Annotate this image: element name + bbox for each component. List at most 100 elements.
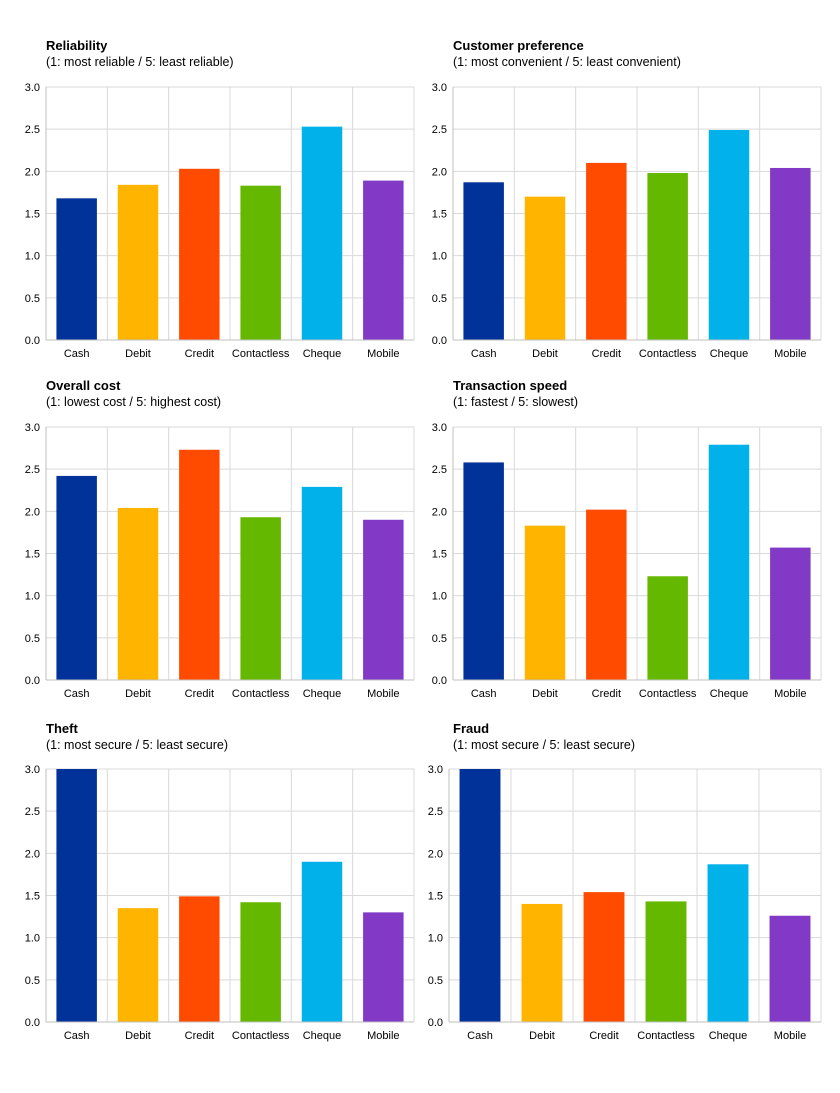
chart-4-ytick-label: 1.5 [432, 549, 447, 561]
chart-3-category-label: Credit [185, 688, 214, 700]
chart-5-category-label: Cheque [303, 1030, 342, 1042]
chart-6-ytick-label: 0.5 [428, 975, 443, 987]
chart-panel-5: Theft (1: most secure / 5: least secure) 0… [25, 721, 415, 1042]
chart-panel-1: Reliability (1: most reliable / 5: least … [25, 38, 415, 360]
chart-5-ytick-label: 3.0 [25, 764, 40, 776]
chart-6-category-label: Contactless [637, 1030, 695, 1042]
chart-2-ytick-label: 1.5 [432, 209, 447, 221]
chart-5-ytick-label: 1.0 [25, 933, 40, 945]
chart-6-category-label: Cash [467, 1030, 493, 1042]
chart-5-category-label: Contactless [232, 1030, 290, 1042]
chart-2-ytick-label: 3.0 [432, 82, 447, 94]
chart-4-ytick-label: 2.5 [432, 464, 447, 476]
chart-5-bar-cash [56, 769, 97, 1022]
chart-1-category-label: Debit [125, 348, 151, 360]
chart-4-bar-debit [524, 525, 566, 680]
chart-6-category-label: Mobile [774, 1030, 806, 1042]
chart-1-ytick-label: 2.5 [25, 124, 40, 136]
chart-6-title: Fraud [453, 721, 489, 736]
chart-1-category-label: Cheque [303, 348, 342, 360]
chart-panel-6: Fraud (1: most secure / 5: least secure) 0… [428, 721, 822, 1042]
chart-1-title: Reliability [46, 38, 108, 53]
chart-4-title: Transaction speed [453, 378, 567, 393]
chart-4-ytick-label: 0.5 [432, 633, 447, 645]
chart-2-ytick-label: 0.5 [432, 293, 447, 305]
chart-6-ytick-label: 1.0 [428, 933, 443, 945]
chart-3-category-label: Debit [125, 688, 151, 700]
chart-5-ytick-label: 2.0 [25, 848, 40, 860]
chart-1-category-label: Cash [64, 348, 90, 360]
chart-2-category-label: Mobile [774, 348, 806, 360]
chart-1-ytick-label: 3.0 [25, 82, 40, 94]
chart-5-ytick-label: 0.0 [25, 1017, 40, 1029]
chart-3-ytick-label: 2.0 [25, 506, 40, 518]
chart-3-category-label: Contactless [232, 688, 290, 700]
chart-3-bar-cash [56, 475, 97, 680]
chart-6-bar-contactless [645, 901, 687, 1022]
chart-6-ytick-label: 0.0 [428, 1017, 443, 1029]
chart-4-bar-cheque [708, 444, 750, 680]
chart-6-ytick-label: 2.0 [428, 848, 443, 860]
chart-5-bar-mobile [363, 912, 404, 1022]
chart-5-category-label: Mobile [367, 1030, 399, 1042]
chart-4-category-label: Contactless [639, 688, 697, 700]
chart-1-ytick-label: 0.0 [25, 335, 40, 347]
chart-4-ytick-label: 0.0 [432, 675, 447, 687]
chart-panel-4: Transaction speed (1: fastest / 5: slowes… [432, 378, 822, 700]
chart-4-category-label: Cheque [710, 688, 749, 700]
chart-6-category-label: Credit [589, 1030, 618, 1042]
chart-3-ytick-label: 3.0 [25, 422, 40, 434]
chart-4-ytick-label: 1.0 [432, 591, 447, 603]
chart-1-bar-contactless [240, 185, 281, 340]
chart-2-title: Customer preference [453, 38, 584, 53]
chart-4-category-label: Mobile [774, 688, 806, 700]
chart-5-bar-debit [117, 908, 159, 1022]
chart-5-ytick-label: 1.5 [25, 891, 40, 903]
chart-6-bar-credit [583, 892, 625, 1022]
chart-4-category-label: Debit [532, 688, 558, 700]
chart-2-bar-cheque [708, 130, 750, 340]
chart-3-category-label: Cash [64, 688, 90, 700]
chart-6-ytick-label: 2.5 [428, 806, 443, 818]
chart-1-ytick-label: 0.5 [25, 293, 40, 305]
chart-2-subtitle: (1: most convenient / 5: least convenien… [453, 55, 681, 69]
chart-5-bar-credit [179, 896, 220, 1022]
chart-6-subtitle: (1: most secure / 5: least secure) [453, 738, 635, 752]
chart-2-category-label: Debit [532, 348, 558, 360]
chart-3-bar-cheque [301, 486, 343, 680]
chart-2-bar-contactless [647, 173, 688, 340]
chart-3-category-label: Cheque [303, 688, 342, 700]
chart-2-category-label: Cash [471, 348, 497, 360]
chart-3-title: Overall cost [46, 378, 121, 393]
chart-2-bar-debit [524, 196, 566, 340]
chart-3-bar-mobile [363, 519, 404, 680]
chart-6-ytick-label: 1.5 [428, 891, 443, 903]
chart-5-bar-cheque [301, 861, 343, 1022]
chart-5-ytick-label: 0.5 [25, 975, 40, 987]
chart-3-ytick-label: 2.5 [25, 464, 40, 476]
chart-2-ytick-label: 0.0 [432, 335, 447, 347]
chart-4-category-label: Credit [592, 688, 621, 700]
chart-2-category-label: Contactless [639, 348, 697, 360]
chart-3-ytick-label: 1.0 [25, 591, 40, 603]
chart-3-ytick-label: 0.5 [25, 633, 40, 645]
chart-4-subtitle: (1: fastest / 5: slowest) [453, 395, 578, 409]
chart-1-ytick-label: 1.5 [25, 209, 40, 221]
chart-4-ytick-label: 3.0 [432, 422, 447, 434]
chart-panel-3: Overall cost (1: lowest cost / 5: highest… [25, 378, 415, 700]
chart-6-bar-cheque [707, 864, 749, 1022]
chart-4-bar-mobile [770, 547, 811, 680]
chart-6-ytick-label: 3.0 [428, 764, 443, 776]
chart-3-ytick-label: 0.0 [25, 675, 40, 687]
chart-1-category-label: Contactless [232, 348, 290, 360]
chart-6-bar-debit [521, 903, 563, 1022]
chart-5-bar-contactless [240, 902, 281, 1022]
chart-6-category-label: Debit [529, 1030, 555, 1042]
chart-1-bar-debit [117, 184, 159, 340]
chart-5-category-label: Credit [185, 1030, 214, 1042]
chart-2-bar-mobile [770, 167, 811, 340]
chart-5-title: Theft [46, 721, 78, 736]
chart-6-bar-cash [459, 769, 501, 1022]
chart-5-ytick-label: 2.5 [25, 806, 40, 818]
